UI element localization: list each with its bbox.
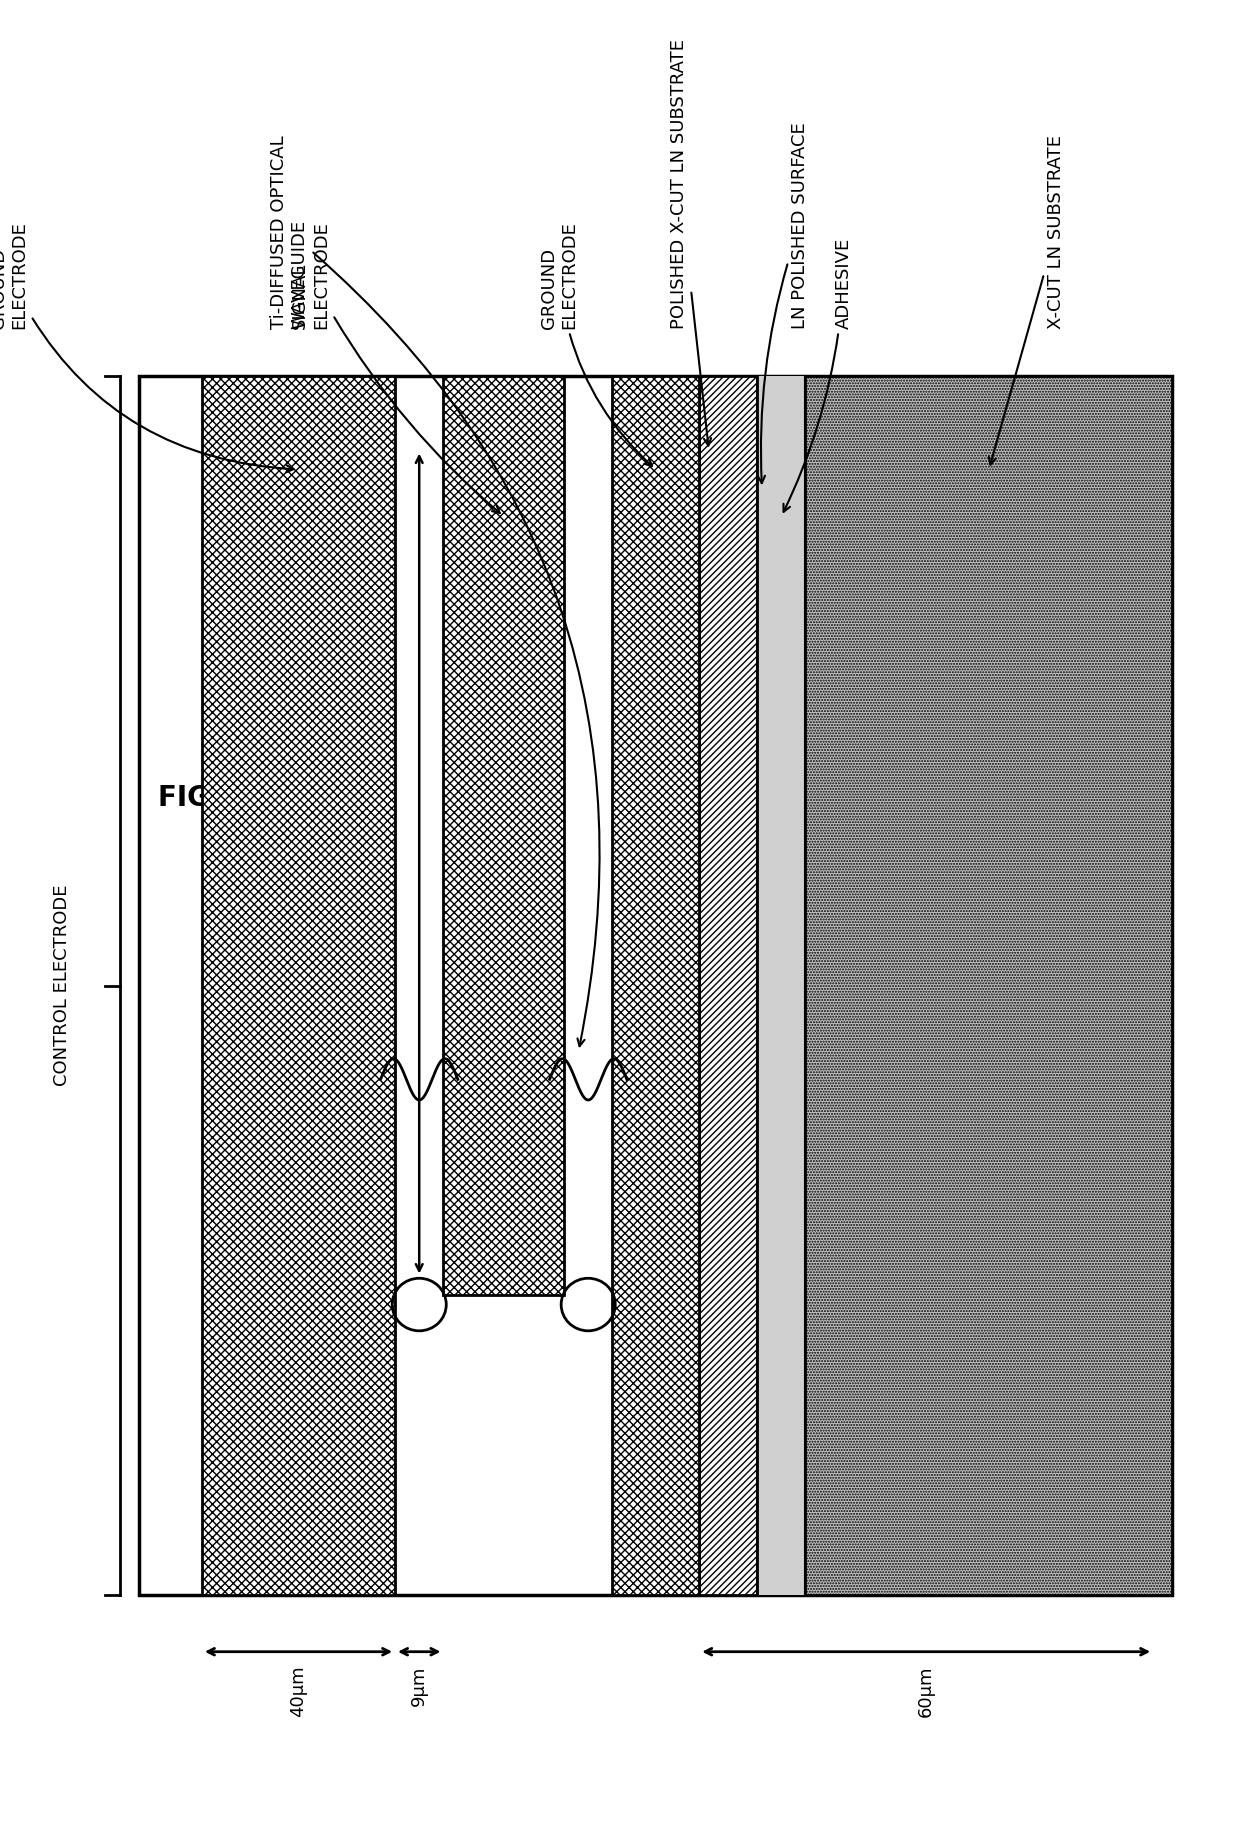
Text: LN POLISHED SURFACE: LN POLISHED SURFACE	[758, 123, 808, 483]
Text: 60μm: 60μm	[918, 1665, 935, 1717]
Text: GROUND
ELECTRODE: GROUND ELECTRODE	[539, 221, 652, 467]
Text: 9μm: 9μm	[410, 1665, 428, 1706]
Text: 14μm: 14μm	[329, 855, 381, 873]
Bar	[699, 375, 758, 1596]
Bar	[613, 375, 699, 1596]
Text: GROUND
ELECTRODE: GROUND ELECTRODE	[0, 221, 294, 472]
Text: SIGNAL
ELECTRODE: SIGNAL ELECTRODE	[291, 221, 500, 512]
Text: POLISHED X-CUT LN SUBSTRATE: POLISHED X-CUT LN SUBSTRATE	[671, 38, 711, 447]
Text: CONTROL ELECTRODE: CONTROL ELECTRODE	[53, 884, 71, 1087]
Bar	[758, 375, 806, 1596]
Bar	[202, 375, 396, 1596]
Text: Ti-DIFFUSED OPTICAL
WAVEGUIDE: Ti-DIFFUSED OPTICAL WAVEGUIDE	[269, 135, 600, 1047]
Bar	[806, 375, 1172, 1596]
Bar	[699, 375, 758, 1596]
Bar	[806, 375, 1172, 1596]
Text: FIG. 1: FIG. 1	[159, 783, 250, 813]
Bar	[444, 375, 564, 1296]
Text: ADHESIVE: ADHESIVE	[784, 238, 852, 512]
Text: X-CUT LN SUBSTRATE: X-CUT LN SUBSTRATE	[988, 135, 1065, 465]
Bar	[139, 375, 1172, 1596]
Text: 40μm: 40μm	[289, 1665, 308, 1717]
